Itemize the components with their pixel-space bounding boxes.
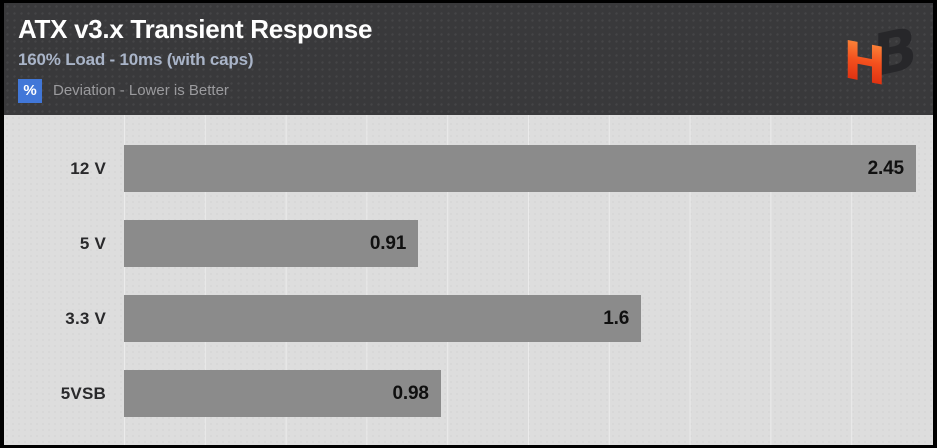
- bar: 0.98: [124, 370, 441, 417]
- bar-track: 2.45: [124, 145, 932, 192]
- hardware-busters-logo: B H: [843, 14, 923, 109]
- bar-track: 1.6: [124, 295, 932, 342]
- chart-subtitle: 160% Load - 10ms (with caps): [18, 49, 254, 69]
- logo-letter-h: H: [843, 29, 887, 98]
- category-label: 5VSB: [60, 383, 106, 403]
- bar: 1.6: [124, 295, 642, 342]
- legend-label: Deviation - Lower is Better: [53, 82, 229, 100]
- value-label: 0.98: [392, 382, 429, 404]
- legend: % Deviation - Lower is Better: [18, 78, 933, 103]
- value-label: 2.45: [867, 157, 904, 179]
- chart-header: ATX v3.x Transient Response 160% Load - …: [4, 3, 933, 115]
- value-label: 1.6: [603, 307, 630, 329]
- category-label: 5 V: [79, 233, 106, 253]
- plot-area: 12 V 2.45 5 V 0.91 3.3 V 1.6 5VSB 0.98: [4, 115, 933, 417]
- bar-row: 5 V 0.91: [4, 220, 933, 267]
- bar: 2.45: [124, 145, 916, 192]
- category-label: 3.3 V: [65, 308, 106, 328]
- percent-unit-badge: %: [18, 78, 42, 103]
- value-label: 0.91: [369, 232, 407, 254]
- bar-track: 0.98: [124, 370, 932, 417]
- bar-row: 5VSB 0.98: [4, 370, 933, 417]
- category-label: 12 V: [70, 158, 106, 178]
- chart-title: ATX v3.x Transient Response: [18, 14, 373, 44]
- bar-row: 3.3 V 1.6: [4, 295, 933, 342]
- logo-letter-b: B: [873, 17, 917, 90]
- bar: 0.91: [124, 220, 419, 267]
- hb-logo-icon: B H: [843, 14, 917, 99]
- bar-track: 0.91: [124, 220, 932, 267]
- bar-row: 12 V 2.45: [4, 145, 933, 192]
- bar-chart: 12 V 2.45 5 V 0.91 3.3 V 1.6 5VSB 0.98: [4, 115, 933, 445]
